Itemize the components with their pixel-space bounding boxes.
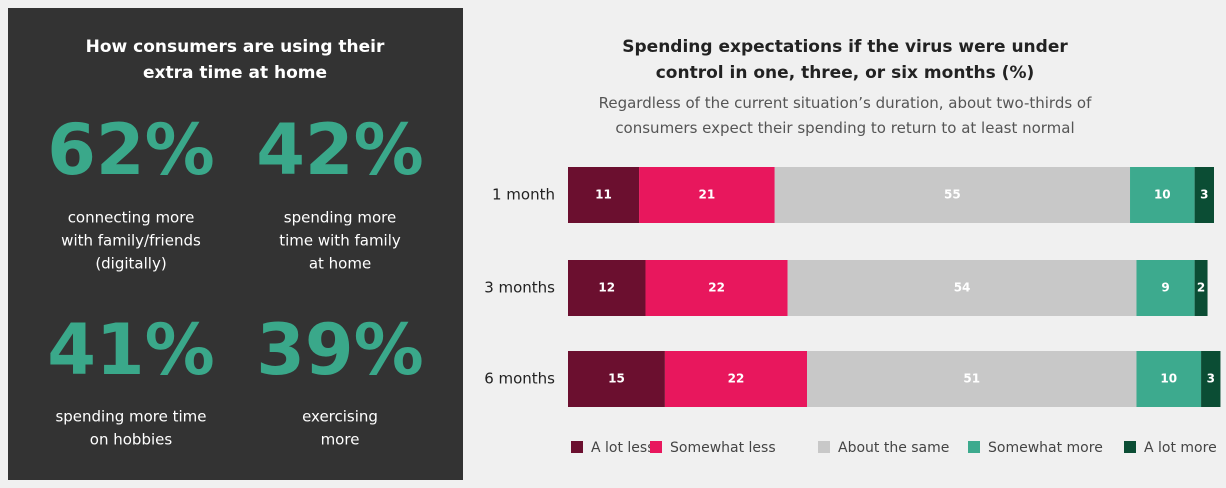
bar-segment xyxy=(1201,351,1221,407)
data-label: 54 xyxy=(954,281,971,295)
stat-text: time with family xyxy=(279,232,401,250)
data-label: 21 xyxy=(699,188,716,202)
legend-swatch xyxy=(968,441,980,453)
bar-segment xyxy=(664,351,808,407)
chart-title: Spending expectations if the virus were … xyxy=(622,37,1068,83)
data-label: 3 xyxy=(1207,372,1215,386)
data-label: 12 xyxy=(598,281,615,295)
bar-segment xyxy=(568,351,665,407)
stat-figure: 42% xyxy=(256,109,424,191)
stat-text: on hobbies xyxy=(90,431,173,449)
stat-text: exercising xyxy=(302,408,378,426)
stat-text: spending more xyxy=(284,209,396,227)
data-label: 2 xyxy=(1197,281,1205,295)
bar-segment xyxy=(1130,167,1195,223)
legend-swatch xyxy=(650,441,662,453)
bar-segment xyxy=(645,260,788,316)
legend-label: Somewhat more xyxy=(988,440,1103,456)
category-label: 1 month xyxy=(492,186,555,204)
stat-text: at home xyxy=(309,255,371,273)
bar-segment xyxy=(1136,260,1195,316)
legend-swatch xyxy=(571,441,583,453)
bar-segment xyxy=(774,167,1131,223)
legend-label: A lot more xyxy=(1144,440,1217,456)
stat-text: connecting more xyxy=(68,209,195,227)
stat-figure: 39% xyxy=(256,309,424,391)
data-label: 10 xyxy=(1160,372,1177,386)
data-label: 55 xyxy=(944,188,961,202)
bar-segment xyxy=(1194,167,1214,223)
stat-figure: 62% xyxy=(47,109,215,191)
stat-text: (digitally) xyxy=(95,255,166,273)
stat-text: with family/friends xyxy=(61,232,201,250)
chart-subtitle: Regardless of the current situation’s du… xyxy=(598,94,1092,137)
bar-segment xyxy=(1136,351,1202,407)
legend-swatch xyxy=(818,441,830,453)
data-label: 15 xyxy=(608,372,625,386)
bar-segment xyxy=(807,351,1137,407)
bar-segment xyxy=(1194,260,1208,316)
data-label: 11 xyxy=(595,188,612,202)
bar-segment xyxy=(568,260,646,316)
category-label: 3 months xyxy=(484,279,555,297)
legend-label: Somewhat less xyxy=(670,440,776,456)
bar-segment xyxy=(639,167,775,223)
stats-panel xyxy=(8,8,463,480)
data-label: 3 xyxy=(1200,188,1208,202)
bar-segment xyxy=(787,260,1137,316)
data-label: 51 xyxy=(963,372,980,386)
stat-text: more xyxy=(321,431,360,449)
bar-segment xyxy=(568,167,640,223)
data-label: 22 xyxy=(708,281,725,295)
panel-title: How consumers are using their extra time… xyxy=(85,37,385,83)
legend-swatch xyxy=(1124,441,1136,453)
legend-label: About the same xyxy=(838,440,949,456)
data-label: 9 xyxy=(1161,281,1169,295)
data-label: 22 xyxy=(728,372,745,386)
data-label: 10 xyxy=(1154,188,1171,202)
stat-text: spending more time xyxy=(55,408,206,426)
stat-figure: 41% xyxy=(47,309,215,391)
category-label: 6 months xyxy=(484,370,555,388)
legend-label: A lot less xyxy=(591,440,655,456)
